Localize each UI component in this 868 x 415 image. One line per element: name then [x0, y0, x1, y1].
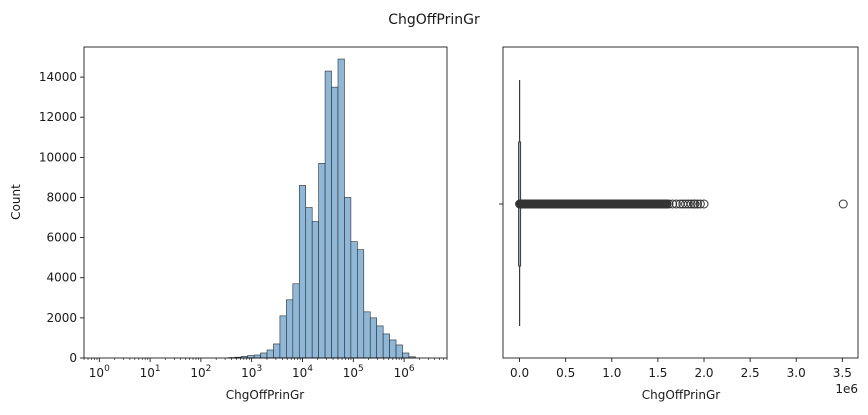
histogram-x-tick-label: 104: [292, 364, 313, 380]
histogram-bar: [292, 283, 300, 359]
histogram-bar: [273, 343, 281, 359]
histogram-bar: [286, 299, 294, 359]
boxplot-outlier: [668, 199, 678, 209]
histogram-y-tick-label: 6000: [46, 231, 77, 245]
boxplot-outliers-dense: [515, 199, 672, 209]
histogram-bar: [382, 333, 390, 359]
histogram-bar: [344, 197, 352, 359]
boxplot-x-tick-label: 0.0: [510, 366, 529, 380]
boxplot-marks: [515, 80, 848, 326]
histogram-x-tick-label: 105: [343, 364, 364, 380]
histogram-y-tick-label: 12000: [39, 110, 77, 124]
histogram-x-axis: 100 101 102 103 104 105 106: [83, 358, 448, 380]
histogram-bar: [389, 339, 397, 359]
histogram-x-tick-label: 100: [89, 364, 110, 380]
boxplot-outlier: [695, 199, 705, 209]
boxplot-chart: 0.0 0.5 1.0 1.5 2.0 2.5 3.0 3.5 ChgOffPrinGr 1e…: [499, 46, 859, 402]
histogram-bar: [331, 86, 339, 359]
boxplot-x-label: ChgOffPrinGr: [642, 388, 721, 402]
histogram-bar: [324, 70, 332, 359]
histogram-bar: [318, 163, 326, 359]
histogram-y-tick-label: 0: [69, 351, 77, 365]
boxplot-axes-frame: [502, 46, 859, 359]
boxplot-outlier: [686, 199, 696, 209]
histogram-y-label: Count: [9, 184, 23, 220]
histogram-bar: [279, 315, 287, 359]
histogram-bar: [260, 352, 268, 359]
histogram-bar: [357, 249, 365, 359]
figure-title: ChgOffPrinGr: [388, 12, 480, 28]
histogram-bar: [395, 344, 403, 359]
boxplot-outlier: [671, 199, 681, 209]
histogram-bar: [253, 354, 261, 359]
histogram-y-axis: 0 2000 4000 6000 8000 10000 12000 14000: [39, 70, 84, 365]
histogram-bar: [363, 311, 371, 359]
boxplot-outlier: [690, 199, 700, 209]
histogram-x-tick-label: 103: [241, 364, 262, 380]
histogram-bar: [402, 352, 410, 359]
boxplot-outlier: [693, 199, 703, 209]
boxplot-x-tick-label: 2.0: [694, 366, 713, 380]
histogram-bar: [350, 241, 358, 359]
histogram-bar: [376, 325, 384, 359]
histogram-bar: [305, 207, 313, 359]
boxplot-outlier: [664, 199, 674, 209]
boxplot-x-tick-label: 3.0: [787, 366, 806, 380]
boxplot-x-tick-label: 0.5: [556, 366, 575, 380]
boxplot-outlier: [838, 199, 848, 209]
histogram-y-tick-label: 14000: [39, 70, 77, 84]
boxplot-x-tick-label: 2.5: [741, 366, 760, 380]
boxplot-x-axis: 0.0 0.5 1.0 1.5 2.0 2.5 3.0 3.5: [510, 358, 852, 380]
histogram-chart: 100 101 102 103 104 105 106 0 2000 4000 6000 8000 1…: [9, 46, 448, 402]
histogram-x-label: ChgOffPrinGr: [226, 388, 305, 402]
boxplot-x-tick-label: 1.5: [648, 366, 667, 380]
histogram-y-tick-label: 8000: [46, 190, 77, 204]
boxplot-x-tick-label: 1.0: [602, 366, 621, 380]
boxplot-outlier: [683, 199, 693, 209]
histogram-bar: [298, 185, 307, 359]
histogram-x-tick-label: 101: [140, 364, 161, 380]
histogram-bar: [369, 317, 377, 359]
histogram-bars: [228, 58, 416, 359]
histogram-bar: [266, 349, 274, 359]
histogram-x-tick-label: 106: [394, 364, 415, 380]
boxplot-x-offset-label: 1e6: [835, 382, 858, 396]
histogram-axes-frame: [83, 46, 448, 359]
histogram-bar: [311, 221, 319, 359]
boxplot-outlier: [699, 199, 709, 209]
histogram-bar: [337, 58, 345, 359]
histogram-y-tick-label: 10000: [39, 150, 77, 164]
histogram-y-tick-label: 2000: [46, 311, 77, 325]
boxplot-x-tick-label: 3.5: [833, 366, 852, 380]
histogram-y-tick-label: 4000: [46, 271, 77, 285]
histogram-x-tick-label: 102: [190, 364, 211, 380]
